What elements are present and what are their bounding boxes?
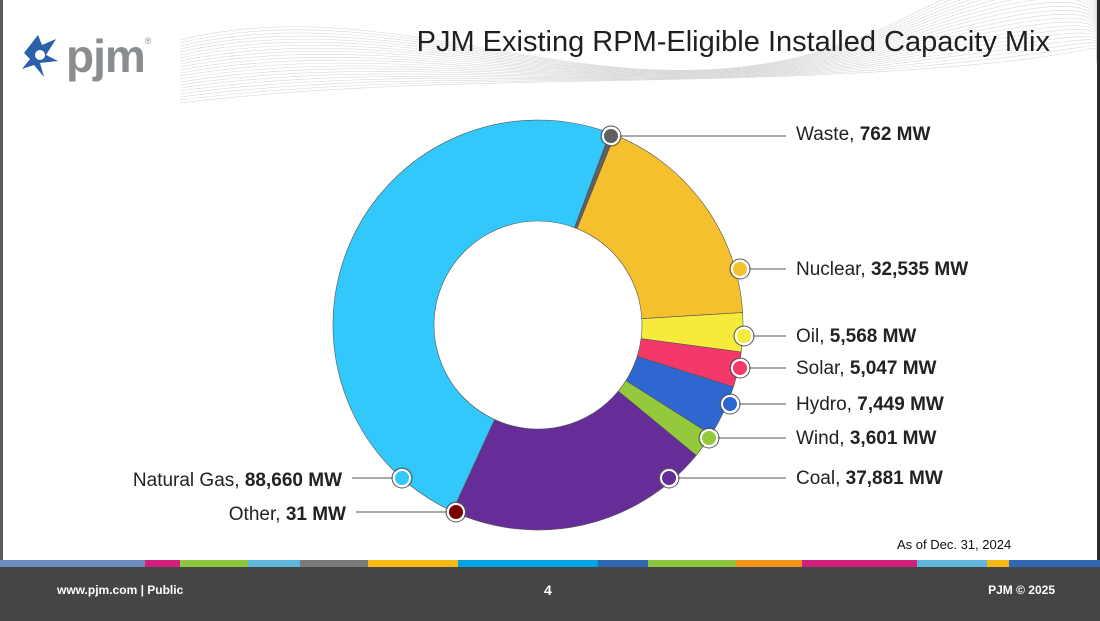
label-value: 7,449 MW xyxy=(857,394,944,415)
marker-ring-waste xyxy=(600,125,622,147)
label-value: 762 MW xyxy=(860,124,931,145)
label-value: 5,568 MW xyxy=(830,326,917,347)
marker-waste xyxy=(602,127,620,145)
marker-natural-gas xyxy=(393,469,411,487)
stripe-segment xyxy=(598,560,648,567)
stripe-segment xyxy=(0,560,145,567)
label-waste: Waste, 762 MW xyxy=(796,124,931,145)
marker-ring-hydro xyxy=(719,393,741,415)
label-name: Coal, xyxy=(796,468,846,489)
label-nuclear: Nuclear, 32,535 MW xyxy=(796,259,968,280)
pjm-logo: pjm ® xyxy=(18,26,151,86)
marker-ring-solar xyxy=(729,357,751,379)
footer-copyright: PJM © 2025 xyxy=(988,583,1055,597)
stripe-segment xyxy=(987,560,1009,567)
logo-registered-mark: ® xyxy=(144,36,152,46)
label-value: 88,660 MW xyxy=(245,470,342,491)
as-of-date: As of Dec. 31, 2024 xyxy=(897,537,1012,552)
label-name: Natural Gas, xyxy=(133,470,245,491)
header-swoosh-decoration xyxy=(179,0,1100,104)
label-natural-gas: Natural Gas, 88,660 MW xyxy=(133,470,342,491)
label-value: 31 MW xyxy=(286,504,346,525)
label-hydro: Hydro, 7,449 MW xyxy=(796,394,944,415)
stripe-segment xyxy=(180,560,248,567)
marker-ring-nuclear xyxy=(729,258,751,280)
marker-other xyxy=(447,503,465,521)
marker-oil xyxy=(735,327,753,345)
label-name: Nuclear, xyxy=(796,259,871,280)
marker-ring-oil xyxy=(733,325,755,347)
stripe-segment xyxy=(300,560,368,567)
slice-natural-gas xyxy=(332,119,611,512)
stripe-segment xyxy=(1009,560,1100,567)
logo-text: pjm xyxy=(66,30,146,82)
stripe-segment xyxy=(248,560,300,567)
label-name: Other, xyxy=(229,504,286,525)
slice-nuclear xyxy=(576,134,743,320)
marker-ring-other xyxy=(445,501,467,523)
marker-solar xyxy=(731,359,749,377)
footer-site-label: www.pjm.com | Public xyxy=(57,583,184,597)
footer: www.pjm.com | Public 4 PJM © 2025 xyxy=(0,567,1100,621)
label-solar: Solar, 5,047 MW xyxy=(796,358,937,379)
page-number: 4 xyxy=(544,582,552,598)
marker-wind xyxy=(700,429,718,447)
marker-ring-coal xyxy=(658,467,680,489)
stripe-segment xyxy=(802,560,917,567)
label-other: Other, 31 MW xyxy=(229,504,346,525)
stripe-segment xyxy=(458,560,598,567)
marker-hydro xyxy=(721,395,739,413)
label-value: 3,601 MW xyxy=(850,428,937,449)
label-oil: Oil, 5,568 MW xyxy=(796,326,916,347)
capacity-mix-donut-chart: Waste, 762 MW Nuclear, 32,535 MW Oil, 5,56… xyxy=(133,119,968,531)
page-title: PJM Existing RPM-Eligible Installed Capa… xyxy=(416,26,1050,58)
label-name: Wind, xyxy=(796,428,850,449)
marker-ring-natural-gas xyxy=(391,467,413,489)
stripe-segment xyxy=(917,560,987,567)
stripe-segment xyxy=(648,560,736,567)
stripe-segment xyxy=(145,560,180,567)
label-value: 32,535 MW xyxy=(871,259,968,280)
label-wind: Wind, 3,601 MW xyxy=(796,428,937,449)
label-value: 5,047 MW xyxy=(850,358,937,379)
stripe-segment xyxy=(368,560,458,567)
label-value: 37,881 MW xyxy=(846,468,943,489)
marker-nuclear xyxy=(731,260,749,278)
footer-color-stripe xyxy=(0,560,1100,567)
label-coal: Coal, 37,881 MW xyxy=(796,468,943,489)
label-name: Solar, xyxy=(796,358,850,379)
label-name: Oil, xyxy=(796,326,830,347)
label-name: Waste, xyxy=(796,124,860,145)
marker-coal xyxy=(660,469,678,487)
stripe-segment xyxy=(736,560,802,567)
right-edge xyxy=(1097,0,1100,560)
marker-ring-wind xyxy=(698,427,720,449)
pjm-logo-icon xyxy=(22,35,58,77)
left-edge xyxy=(0,0,3,560)
label-name: Hydro, xyxy=(796,394,857,415)
